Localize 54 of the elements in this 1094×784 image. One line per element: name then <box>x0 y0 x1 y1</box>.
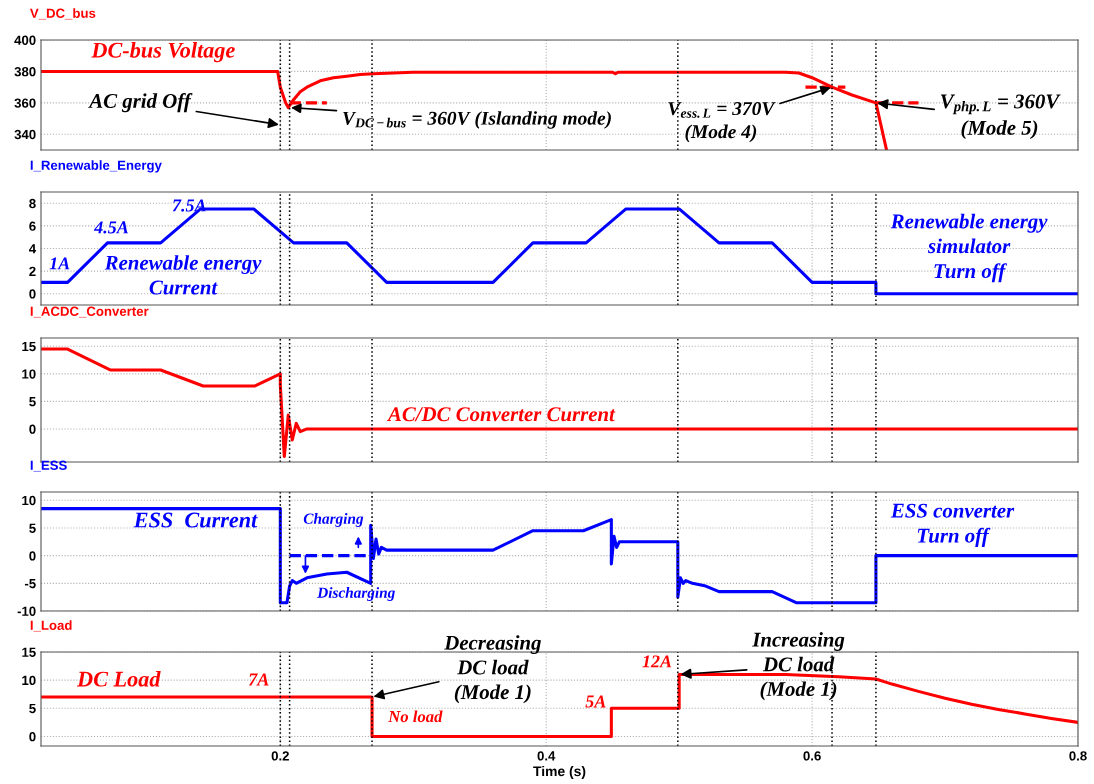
annotation: V$_{ess.L}$ = 370V (Mode 4) <box>668 102 776 143</box>
annotation: 4.5A <box>93 221 129 234</box>
annotation: AC/DC Converter Current <box>386 407 616 422</box>
y-tick-label: 2 <box>29 266 36 276</box>
annotation: DC Load <box>76 670 161 687</box>
chart-title: V_DC_bus <box>29 8 96 20</box>
x-tick-label: 0.8 <box>1069 751 1087 761</box>
y-tick-label: 6 <box>29 221 36 231</box>
y-tick-label: 0 <box>29 551 36 561</box>
y-tick-label: 8 <box>29 198 36 209</box>
y-tick-label: -10 <box>17 606 36 616</box>
annotation: V$_{DC−bus}$ = 360V (Islanding mode) <box>343 111 611 129</box>
y-tick-label: -5 <box>24 579 36 589</box>
y-tick-label: 5 <box>29 397 36 407</box>
chart-title: I_Load <box>30 620 72 632</box>
y-tick-label: 15 <box>22 341 36 352</box>
y-tick-label: 0 <box>29 732 36 742</box>
annotation: Renewable energy Current <box>104 255 262 295</box>
y-tick-label: 10 <box>22 369 36 379</box>
annotation: Discharging <box>317 587 395 601</box>
annotation: 7.5A <box>172 199 206 212</box>
y-tick-label: 10 <box>22 495 36 506</box>
y-tick-label: 15 <box>22 647 36 657</box>
annotation: Decreasing DC load (Mode 1) <box>444 635 541 704</box>
annotation: 7A <box>248 673 269 686</box>
y-tick-label: 380 <box>14 67 36 77</box>
annotation: 5A <box>585 695 606 708</box>
annotation: No load <box>388 710 443 723</box>
x-tick-label: 0.2 <box>271 751 289 761</box>
annotation: Increasing DC load (Mode 1) <box>752 632 845 701</box>
x-tick-label: 0.6 <box>803 751 821 761</box>
y-tick-label: 10 <box>22 675 36 686</box>
y-tick-label: 0 <box>29 424 36 434</box>
annotation: 1A <box>49 257 70 270</box>
y-tick-label: 4 <box>29 244 37 254</box>
annotation: DC-bus Voltage <box>91 42 235 63</box>
annotation: ESS converter Turn off <box>890 503 1015 547</box>
annotation: AC grid Off <box>88 93 193 113</box>
x-axis-title: Time (s) <box>533 765 586 779</box>
annotation: 12A <box>642 655 672 668</box>
chart-title: I_Renewable_Energy <box>30 160 162 173</box>
chart-title: I_ESS <box>30 460 67 472</box>
y-tick-label: 400 <box>14 35 36 45</box>
y-tick-label: 5 <box>29 523 36 533</box>
x-tick-label: 0.4 <box>537 751 556 761</box>
annotation: Charging <box>303 513 364 527</box>
annotation: V$_{php.L}$ = 360V (Mode 5) <box>940 94 1061 140</box>
annotation: ESS Current <box>133 512 258 528</box>
y-tick-label: 360 <box>14 98 36 108</box>
chart-title: I_ACDC_Converter <box>30 306 149 318</box>
y-tick-label: 5 <box>29 703 36 714</box>
y-tick-label: 340 <box>14 129 36 140</box>
y-tick-label: 0 <box>29 289 36 299</box>
annotation: Renewable energy simulator Turn off <box>890 213 1048 283</box>
